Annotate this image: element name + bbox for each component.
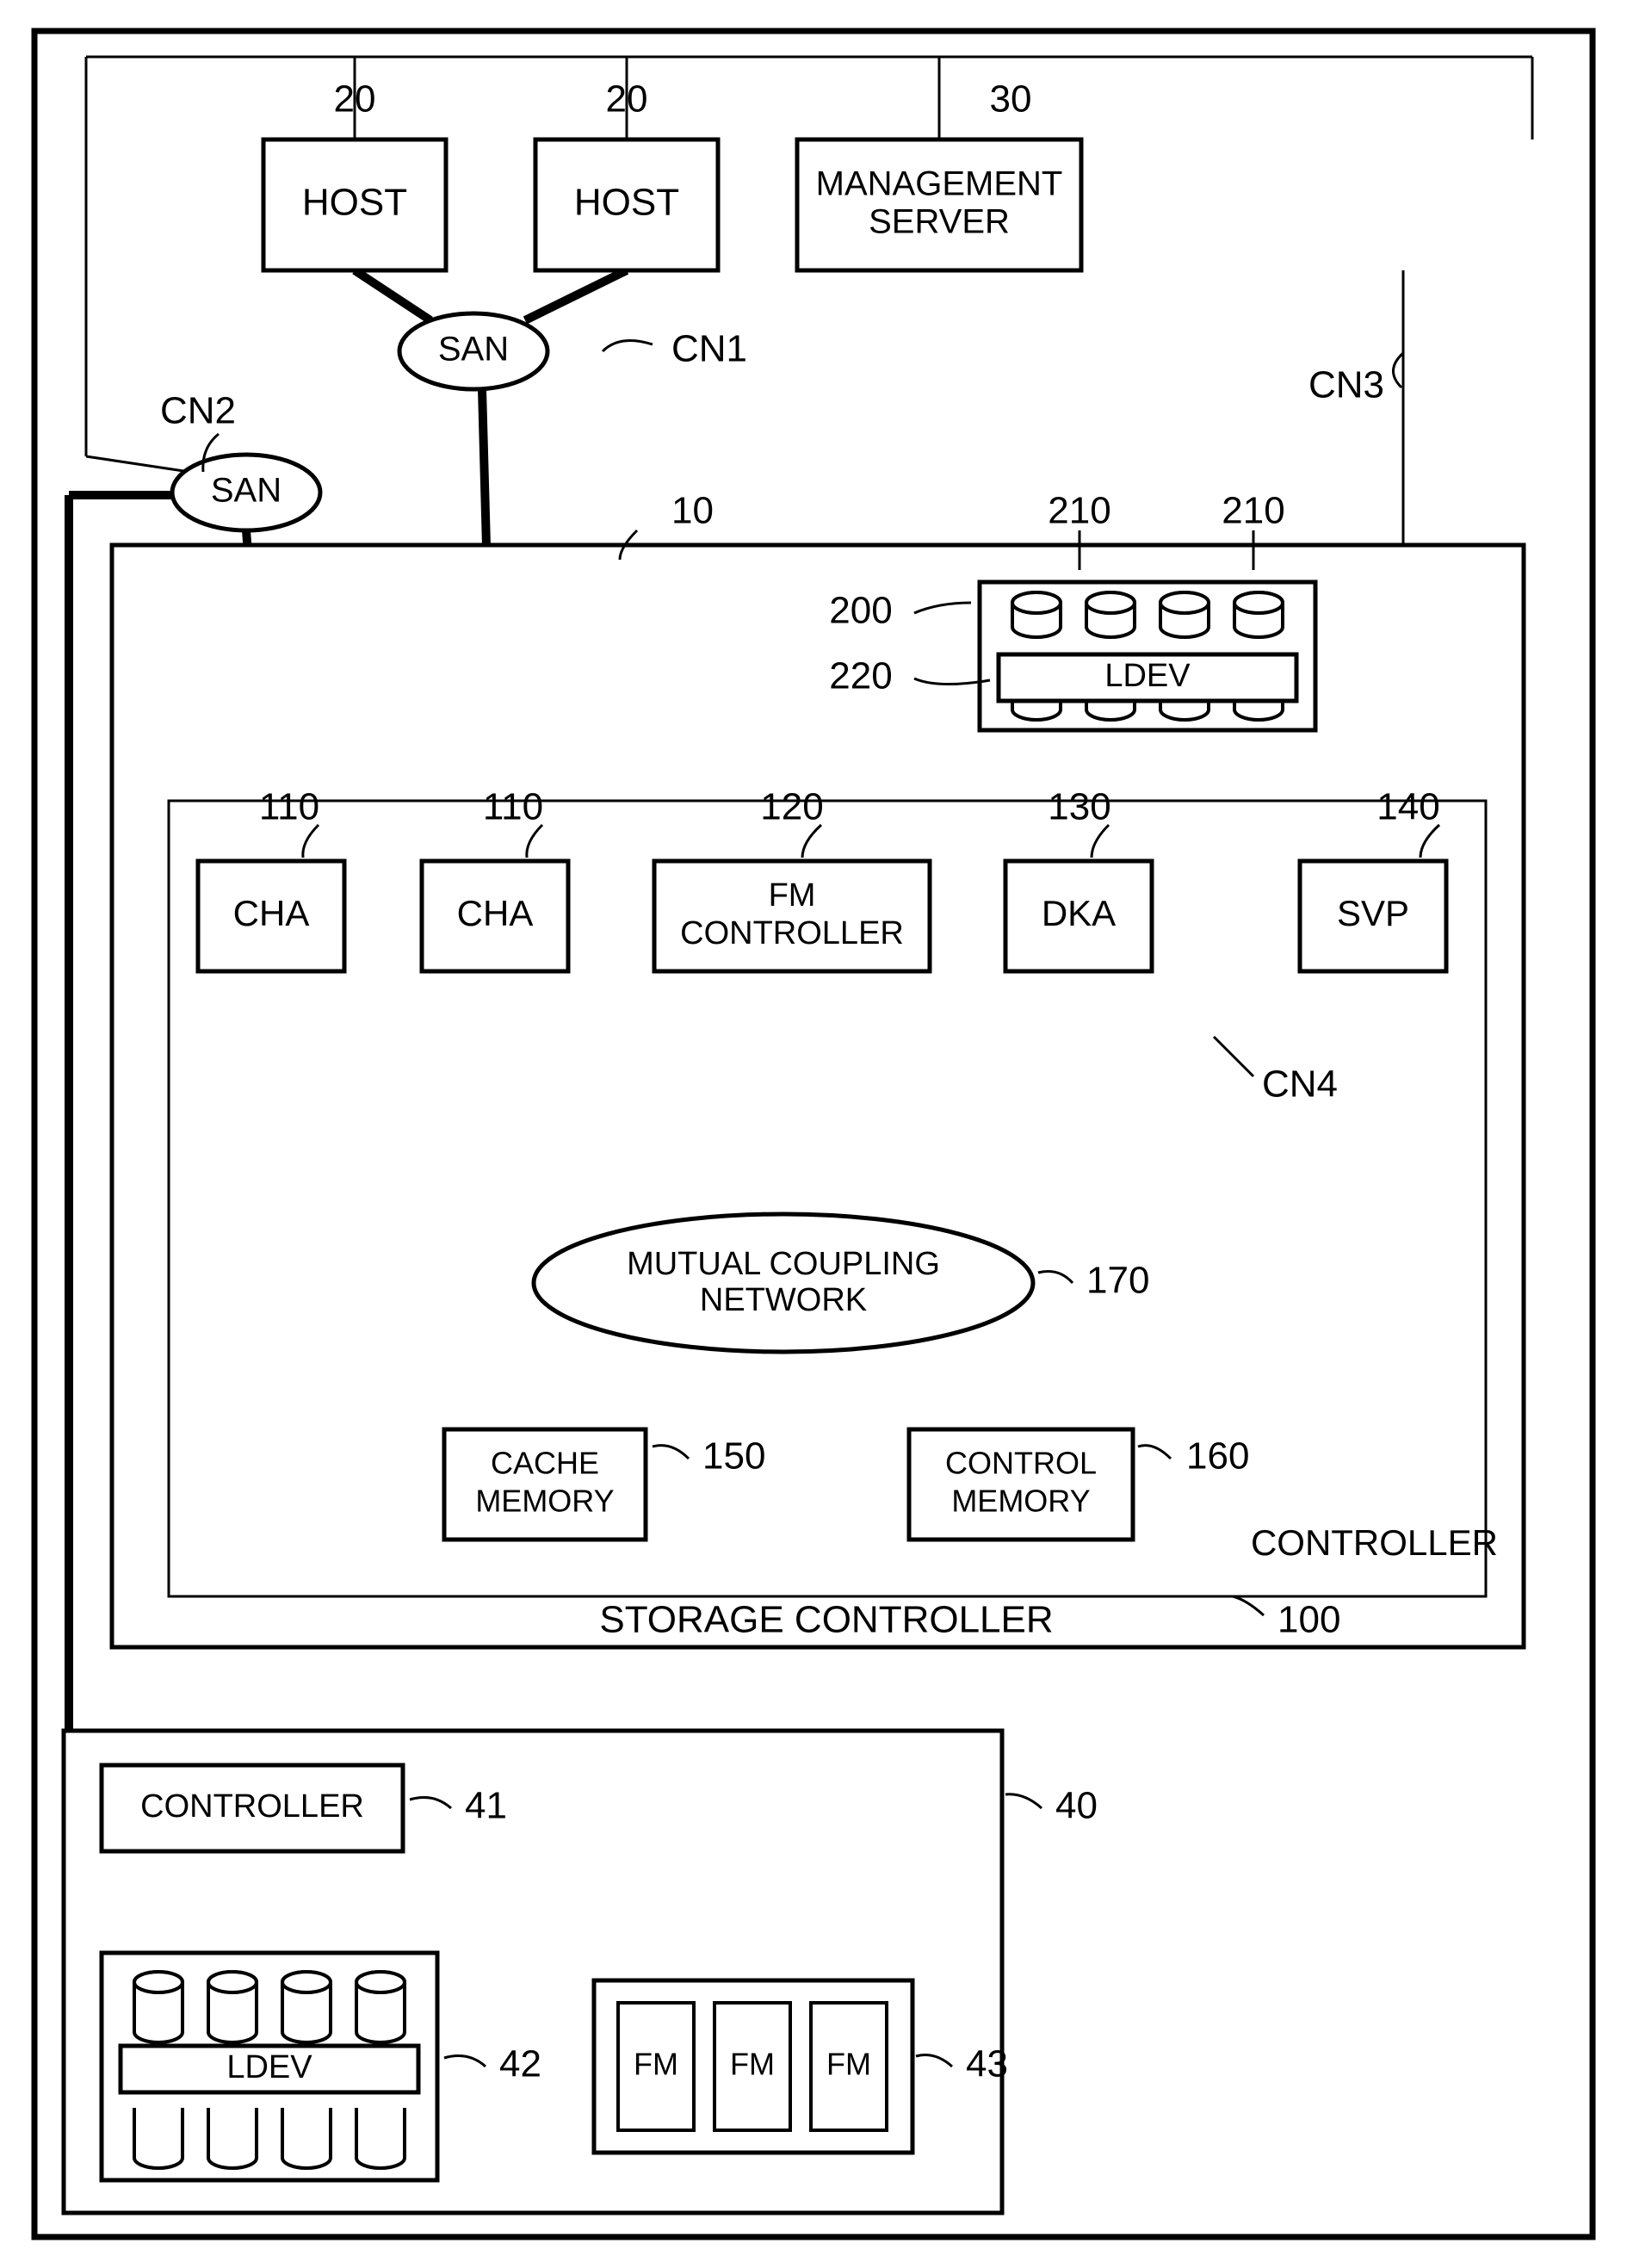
- svg-text:FM: FM: [730, 2047, 775, 2082]
- svg-text:160: 160: [1186, 1435, 1249, 1478]
- svg-text:MUTUAL COUPLING: MUTUAL COUPLING: [627, 1246, 940, 1282]
- svg-text:MEMORY: MEMORY: [951, 1484, 1090, 1519]
- svg-text:CN2: CN2: [160, 390, 236, 432]
- svg-text:41: 41: [465, 1785, 507, 1827]
- svg-text:100: 100: [1277, 1599, 1340, 1641]
- svg-text:SVP: SVP: [1337, 893, 1409, 933]
- svg-text:20: 20: [334, 78, 376, 121]
- svg-text:DKA: DKA: [1042, 893, 1116, 933]
- svg-text:FM: FM: [826, 2047, 871, 2082]
- svg-text:220: 220: [829, 655, 892, 697]
- svg-text:120: 120: [760, 786, 823, 828]
- svg-text:CONTROLLER: CONTROLLER: [1251, 1522, 1498, 1563]
- svg-text:110: 110: [483, 786, 543, 828]
- svg-text:CONTROLLER: CONTROLLER: [680, 915, 904, 951]
- svg-text:CHA: CHA: [233, 893, 310, 933]
- svg-text:SERVER: SERVER: [869, 203, 1010, 241]
- svg-text:CONTROL: CONTROL: [945, 1446, 1097, 1481]
- svg-text:110: 110: [259, 786, 319, 828]
- svg-text:43: 43: [966, 2043, 1008, 2085]
- svg-text:150: 150: [702, 1435, 765, 1478]
- svg-text:42: 42: [499, 2043, 541, 2085]
- svg-text:140: 140: [1376, 786, 1439, 828]
- svg-text:CN3: CN3: [1308, 364, 1384, 406]
- svg-text:CN1: CN1: [671, 328, 747, 370]
- svg-text:170: 170: [1086, 1260, 1149, 1302]
- svg-text:HOST: HOST: [574, 182, 679, 224]
- svg-text:STORAGE CONTROLLER: STORAGE CONTROLLER: [599, 1599, 1053, 1641]
- svg-text:FM: FM: [634, 2047, 678, 2082]
- svg-text:CHA: CHA: [457, 893, 534, 933]
- svg-text:MEMORY: MEMORY: [475, 1484, 614, 1519]
- svg-text:CN4: CN4: [1262, 1063, 1338, 1106]
- svg-text:FM: FM: [769, 877, 816, 914]
- svg-text:SAN: SAN: [438, 331, 509, 369]
- svg-text:NETWORK: NETWORK: [700, 1282, 867, 1318]
- svg-text:CONTROLLER: CONTROLLER: [140, 1788, 364, 1825]
- svg-text:40: 40: [1055, 1785, 1098, 1827]
- svg-text:20: 20: [606, 78, 648, 121]
- svg-text:30: 30: [990, 78, 1032, 121]
- svg-text:200: 200: [829, 590, 892, 632]
- svg-text:210: 210: [1222, 490, 1284, 532]
- svg-text:LDEV: LDEV: [226, 2049, 312, 2085]
- svg-text:130: 130: [1048, 786, 1110, 828]
- svg-text:MANAGEMENT: MANAGEMENT: [816, 165, 1063, 203]
- svg-text:CACHE: CACHE: [491, 1446, 599, 1481]
- svg-text:SAN: SAN: [211, 472, 281, 510]
- svg-text:210: 210: [1048, 490, 1110, 532]
- svg-text:HOST: HOST: [302, 182, 407, 224]
- svg-text:LDEV: LDEV: [1104, 658, 1191, 694]
- svg-text:10: 10: [671, 490, 714, 532]
